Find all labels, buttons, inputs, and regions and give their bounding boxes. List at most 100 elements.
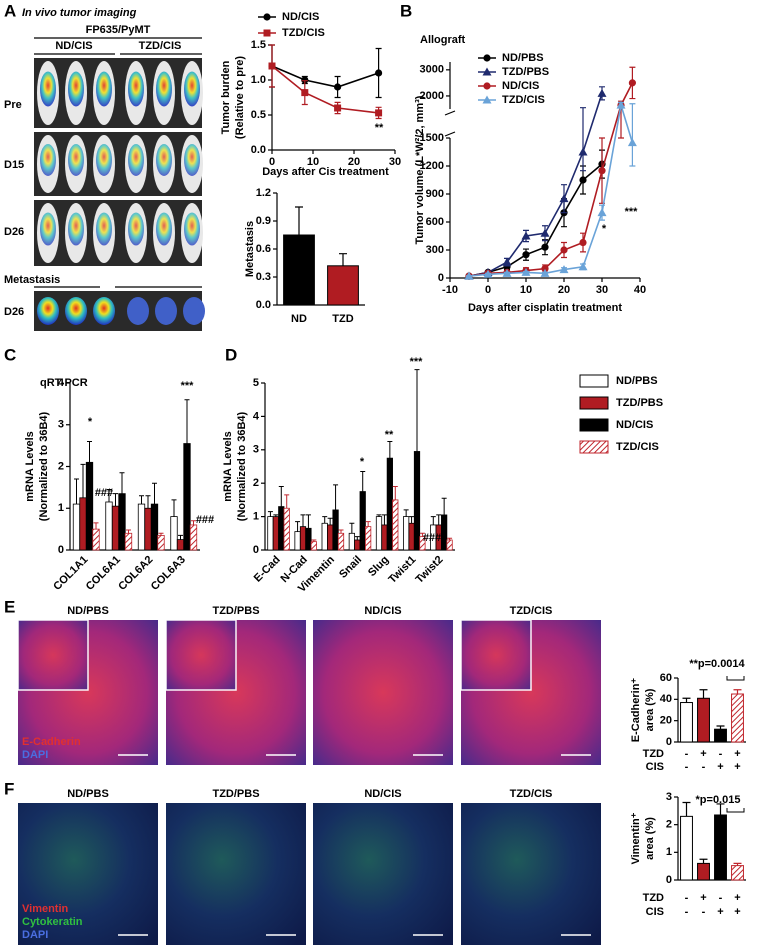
marker [464, 271, 474, 280]
bar [714, 728, 727, 743]
bar [189, 524, 198, 551]
model-label: FP635/PyMT [86, 24, 151, 36]
axis-break [444, 131, 456, 137]
organ-signal [183, 297, 205, 325]
bar [183, 443, 191, 551]
error-bar [349, 522, 355, 534]
tumor-signal [128, 71, 144, 107]
y-axis-label: mRNA Levels [222, 431, 234, 502]
group-sign: + [734, 906, 740, 918]
bar [375, 516, 383, 551]
row-label: D15 [4, 159, 24, 171]
y-axis-label: Tumor volume (L*W²/2, mm³) [414, 95, 426, 244]
legend-marker [263, 29, 271, 37]
annotation: ### [196, 514, 214, 526]
y-tick-label: 0.0 [251, 144, 266, 156]
image-title: ND/PBS [67, 788, 109, 800]
annotation: * [360, 456, 365, 468]
y-tick-label: 1 [253, 511, 259, 523]
error-bar [284, 494, 290, 509]
annotation: ### [95, 487, 113, 499]
error-bar [365, 521, 371, 527]
error-bar [305, 514, 311, 529]
marker [579, 238, 587, 247]
image-title: TZD/PBS [212, 788, 259, 800]
error-bar [295, 521, 301, 532]
x-tick-label: TZD [332, 313, 353, 325]
x-tick-label: ND [291, 313, 307, 325]
group-sign: - [719, 748, 723, 760]
significance-bracket [726, 676, 745, 681]
image-title: ND/PBS [67, 605, 109, 617]
error-bar [403, 509, 409, 517]
legend-label: TZD/CIS [502, 94, 545, 106]
imaging-panel [34, 132, 202, 196]
group-sign: - [685, 892, 689, 904]
micrograph [18, 803, 158, 945]
y-tick-label: 1500 [420, 132, 444, 144]
x-tick-label: 30 [596, 284, 608, 296]
image-title: TZD/CIS [510, 788, 553, 800]
error-bar [295, 206, 303, 235]
error-bar [699, 858, 708, 864]
y-tick-label: 0 [666, 736, 672, 748]
error-bar [733, 689, 742, 694]
y-axis-label: (Normalized to 36B4) [38, 411, 50, 521]
marker [268, 62, 276, 70]
marker [521, 267, 531, 276]
image-title: ND/CIS [364, 788, 401, 800]
axis-break [444, 110, 456, 116]
legend-marker [482, 67, 492, 76]
error-bar [409, 516, 415, 524]
error-bar [716, 803, 725, 815]
annotation: * [88, 416, 93, 428]
legend-marker [483, 82, 491, 90]
error-bar [106, 488, 112, 502]
marker [540, 228, 550, 237]
bar [118, 493, 126, 551]
bar [283, 507, 290, 551]
marker [578, 147, 588, 156]
tumor-signal [68, 144, 84, 176]
x-tick-label: -10 [442, 284, 458, 296]
tumor-signal [156, 71, 172, 107]
bar [354, 539, 361, 551]
error-bar [322, 516, 328, 524]
bar [294, 531, 301, 551]
error-bar [178, 534, 183, 540]
group-sign: - [685, 748, 689, 760]
legend-label: ND/CIS [616, 419, 653, 431]
tumor-signal [128, 144, 144, 176]
y-axis-label: area (%) [644, 817, 656, 860]
tumor-signal [96, 71, 112, 107]
y-tick-label: 3000 [420, 64, 444, 76]
legend-label: ND/CIS [502, 80, 539, 92]
group-label: TZD/CIS [139, 40, 182, 52]
bar [365, 526, 372, 551]
y-tick-label: 2 [666, 819, 672, 831]
error-bar [381, 514, 387, 525]
bar [386, 457, 393, 551]
organ-signal [127, 297, 149, 325]
bar [170, 516, 178, 551]
group-name: TZD [643, 892, 664, 904]
x-axis-label: Days after cisplatin treatment [468, 302, 622, 314]
bar [111, 505, 120, 551]
marker [541, 243, 549, 251]
error-bar [152, 482, 157, 505]
error-bar [682, 801, 691, 817]
annotation: *** [410, 356, 424, 368]
marker [628, 79, 637, 87]
imaging-panel [34, 200, 202, 266]
tumor-signal [156, 212, 172, 246]
bar [731, 693, 744, 743]
tumor-signal [40, 144, 56, 176]
marker [598, 167, 606, 175]
bar [92, 528, 100, 551]
x-tick-label: Twist2 [413, 554, 445, 586]
error-bar [580, 107, 586, 172]
error-bar [145, 495, 151, 509]
marker [559, 194, 569, 203]
legend-marker [263, 13, 271, 21]
tumor-signal [96, 212, 112, 246]
